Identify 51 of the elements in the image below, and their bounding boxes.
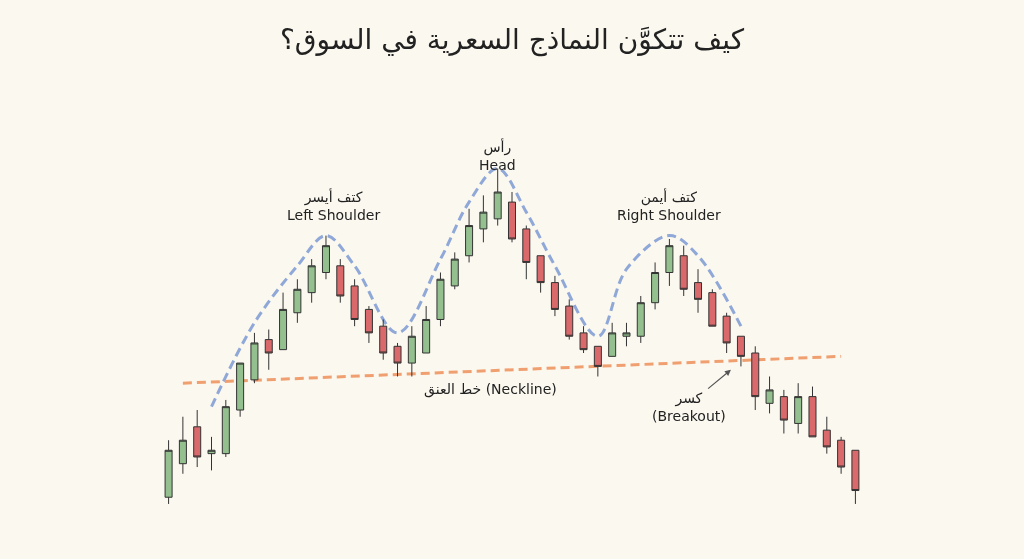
candlestick bbox=[364, 305, 373, 344]
candlestick bbox=[536, 255, 545, 294]
candlestick bbox=[837, 436, 846, 475]
candlestick bbox=[207, 436, 216, 471]
candlestick bbox=[794, 382, 803, 434]
candlestick bbox=[622, 322, 631, 347]
candlestick bbox=[565, 298, 574, 341]
candlestick bbox=[636, 295, 645, 344]
candlestick bbox=[379, 318, 388, 361]
annotation: خط العنق (Neckline) bbox=[424, 381, 557, 398]
candlestick bbox=[608, 322, 617, 357]
candlestick bbox=[279, 292, 288, 351]
candlestick bbox=[851, 449, 860, 505]
candlestick bbox=[336, 258, 345, 304]
candlestick bbox=[407, 325, 416, 377]
candlestick bbox=[264, 329, 273, 371]
candlestick bbox=[694, 268, 703, 314]
candlestick bbox=[178, 416, 187, 475]
candlestick bbox=[665, 238, 674, 287]
candlestick bbox=[765, 375, 774, 414]
candlestick bbox=[679, 245, 688, 297]
candlestick bbox=[164, 439, 173, 505]
candlestick bbox=[450, 251, 459, 290]
candlestick bbox=[236, 362, 245, 418]
candlestick bbox=[722, 312, 731, 354]
candlestick bbox=[293, 278, 302, 324]
candlestick bbox=[193, 409, 202, 468]
candlestick bbox=[708, 288, 717, 327]
candlestick bbox=[751, 345, 760, 411]
candlestick bbox=[779, 389, 788, 434]
candlestick bbox=[350, 278, 359, 327]
candlestick bbox=[307, 258, 316, 304]
candlestick bbox=[808, 386, 817, 438]
candlestick bbox=[651, 261, 660, 310]
candlestick bbox=[250, 332, 259, 384]
candlestick bbox=[593, 345, 602, 377]
candlestick bbox=[465, 208, 474, 263]
candlestick bbox=[579, 325, 588, 354]
candlestick bbox=[507, 191, 517, 243]
candlestick bbox=[393, 342, 402, 377]
candlestick bbox=[221, 399, 230, 458]
chart-title: كيف تتكوَّن النماذج السعرية في السوق؟ bbox=[279, 22, 745, 57]
candlestick bbox=[479, 194, 488, 243]
candlestick bbox=[550, 275, 559, 317]
candlestick bbox=[522, 225, 531, 280]
candlestick bbox=[436, 272, 445, 327]
candlestick bbox=[822, 416, 831, 455]
candlestick bbox=[422, 305, 431, 354]
candlestick bbox=[736, 335, 745, 367]
candlestick bbox=[321, 235, 330, 280]
candlestick bbox=[493, 168, 502, 227]
